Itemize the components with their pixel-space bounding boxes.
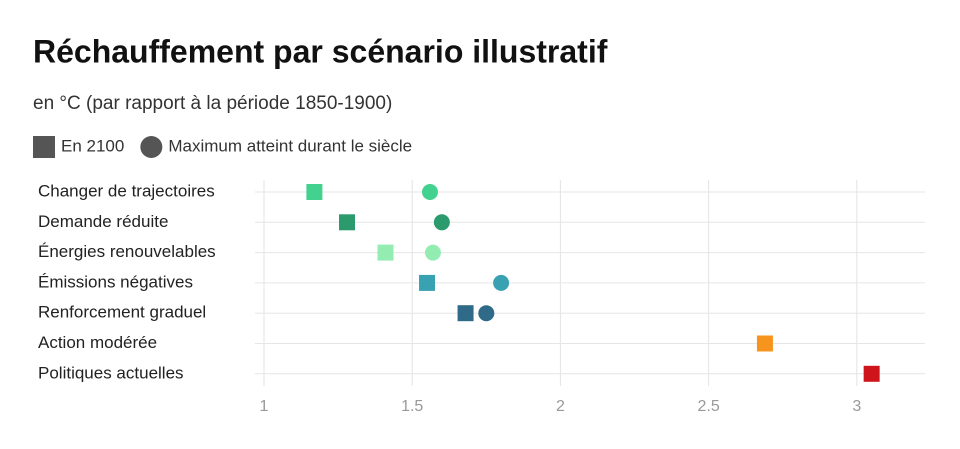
legend-marker bbox=[33, 136, 55, 158]
category-label: Changer de trajectoires bbox=[38, 181, 215, 200]
category-label: Politiques actuelles bbox=[38, 363, 184, 382]
x-tick-label: 2 bbox=[556, 398, 565, 415]
category-label: Demande réduite bbox=[38, 212, 168, 231]
x-tick-label: 3 bbox=[852, 398, 861, 415]
square-marker bbox=[863, 365, 880, 382]
square-marker bbox=[457, 305, 474, 322]
x-tick-label: 2.5 bbox=[697, 398, 719, 415]
legend-label: Maximum atteint durant le siècle bbox=[168, 136, 412, 155]
circle-marker bbox=[433, 214, 450, 231]
circle-marker bbox=[421, 184, 438, 200]
category-label: Action modérée bbox=[38, 333, 157, 352]
square-marker bbox=[338, 214, 355, 231]
square-marker bbox=[756, 335, 773, 352]
chart-title: Réchauffement par scénario illustratif bbox=[33, 33, 608, 69]
circle-marker bbox=[493, 274, 510, 291]
circle-marker bbox=[424, 244, 441, 261]
legend-marker bbox=[140, 136, 163, 158]
circle-marker bbox=[478, 305, 495, 322]
legend-label: En 2100 bbox=[61, 136, 124, 155]
category-label: Émissions négatives bbox=[38, 272, 193, 291]
chart-subtitle: en °C (par rapport à la période 1850-190… bbox=[33, 93, 392, 114]
square-marker bbox=[419, 274, 436, 291]
x-tick-label: 1 bbox=[260, 398, 269, 415]
x-tick-label: 1.5 bbox=[401, 398, 423, 415]
category-label: Énergies renouvelables bbox=[38, 242, 216, 261]
square-marker bbox=[306, 184, 323, 200]
category-label: Renforcement graduel bbox=[38, 303, 206, 322]
square-marker bbox=[377, 244, 394, 261]
